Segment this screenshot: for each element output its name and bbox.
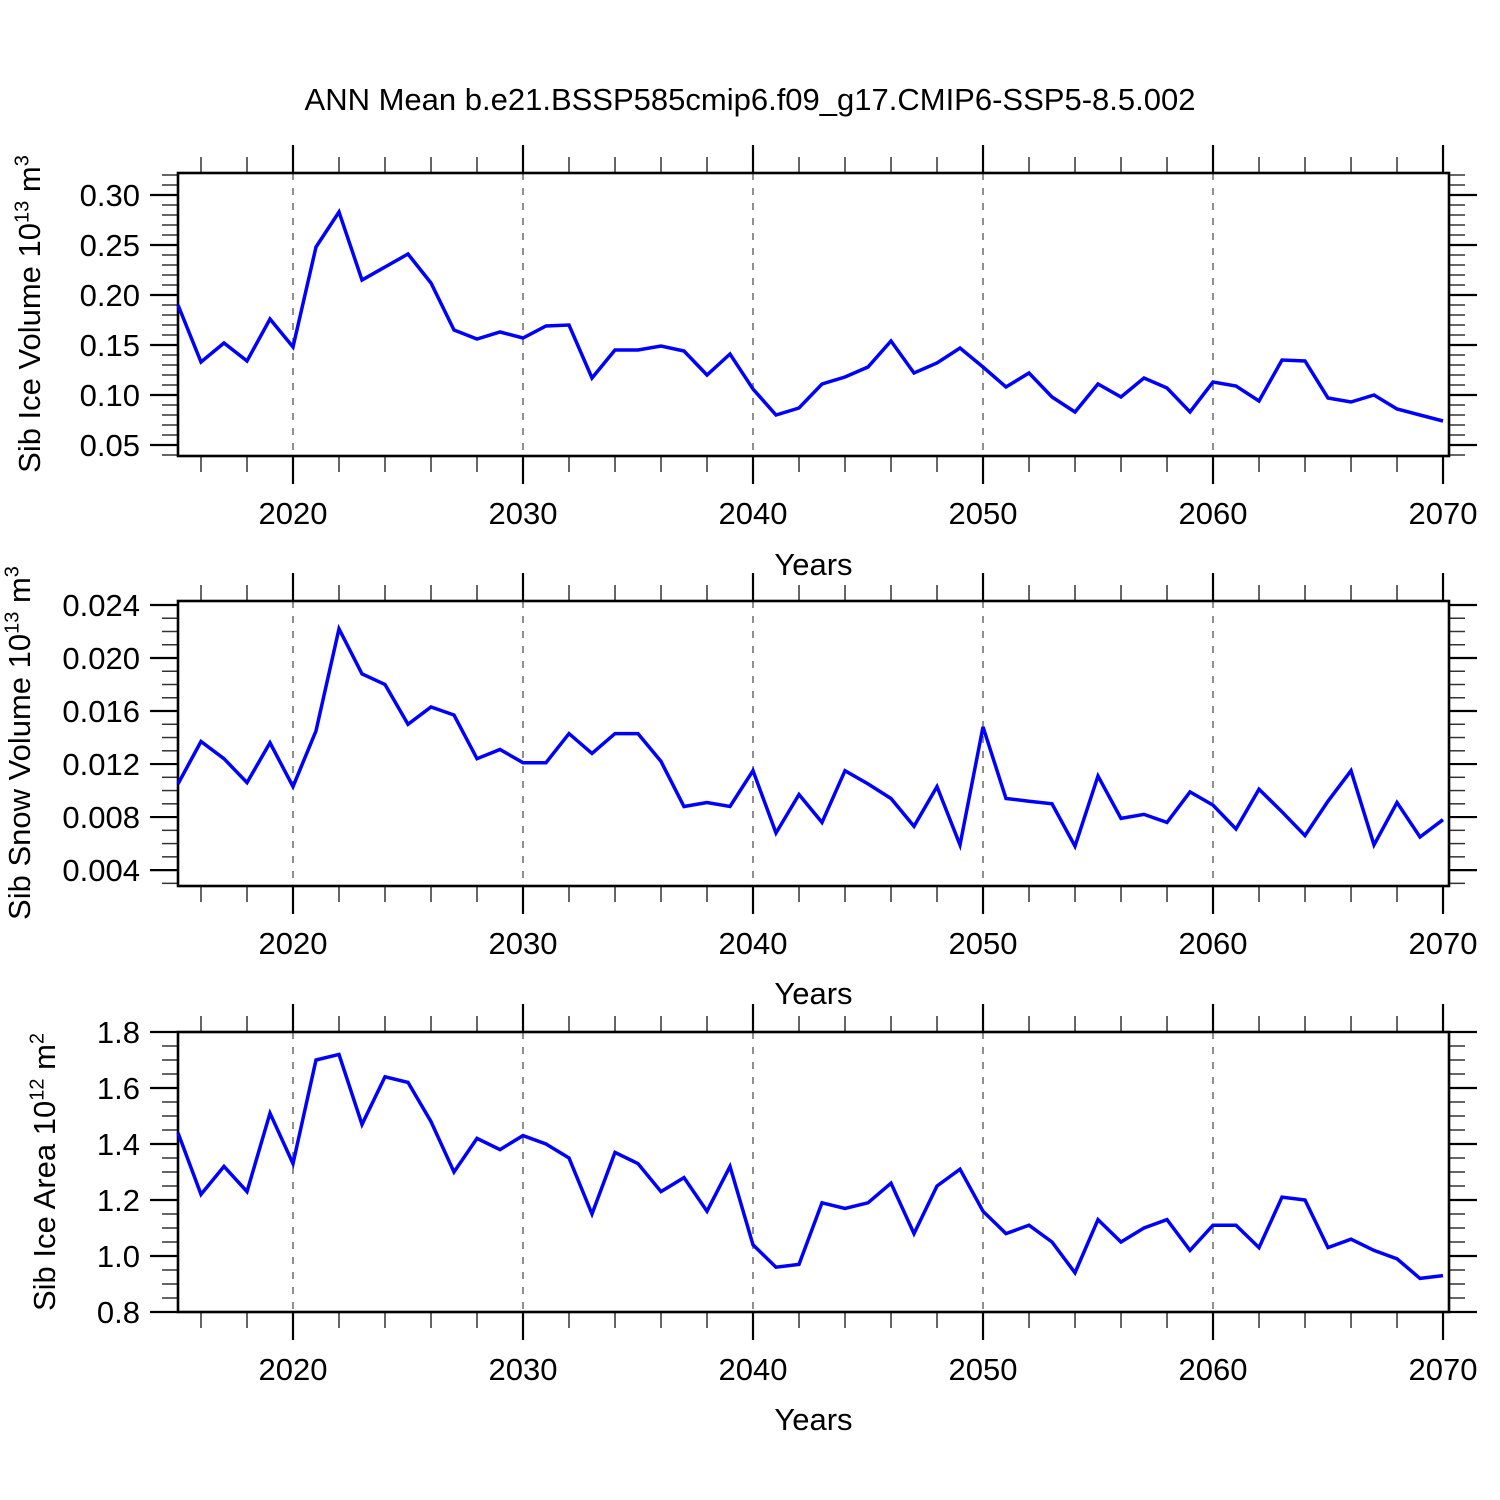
y-axis-label-unit: m bbox=[2, 577, 37, 612]
plot-frame bbox=[176, 1030, 1451, 1314]
x-tick-label: 2060 bbox=[1179, 496, 1248, 531]
y-tick-label: 0.20 bbox=[80, 278, 140, 313]
y-tick-label: 1.2 bbox=[97, 1183, 140, 1218]
sib-ice-volume-line bbox=[176, 208, 1444, 423]
x-axis-label-years-panel1: Years bbox=[774, 547, 853, 582]
x-tick-label: 2060 bbox=[1179, 1352, 1248, 1387]
y-tick-label: 0.004 bbox=[62, 853, 140, 888]
y-tick-label: 1.8 bbox=[97, 1015, 140, 1050]
y-axis-label-unit-exponent: 3 bbox=[11, 155, 34, 167]
panel-sib-snow-volume: 0.004 0.008 0.012 0.016 0.020 0.024 2020 2030 20… bbox=[62, 573, 1478, 961]
x-tick-label: 2060 bbox=[1179, 926, 1248, 961]
x-axis-label-years-panel3: Years bbox=[774, 1402, 853, 1437]
y-tick-label: 0.15 bbox=[80, 328, 140, 363]
y-tick-label: 0.10 bbox=[80, 378, 140, 413]
figure-title: ANN Mean b.e21.BSSP585cmip6.f09_g17.CMIP… bbox=[304, 82, 1196, 117]
y-axis-label-exponent: 13 bbox=[11, 200, 34, 223]
x-tick-label: 2070 bbox=[1409, 496, 1478, 531]
y-tick-label: 1.6 bbox=[97, 1071, 140, 1106]
y-tick-label: 0.8 bbox=[97, 1295, 140, 1330]
y-tick-label: 1.0 bbox=[97, 1239, 140, 1274]
y-tick-label: 0.30 bbox=[80, 178, 140, 213]
plot-frame bbox=[176, 599, 1451, 888]
x-tick-label: 2040 bbox=[719, 496, 788, 531]
x-tick-label: 2040 bbox=[719, 1352, 788, 1387]
panel-sib-ice-volume: 0.05 0.10 0.15 0.20 0.25 0.30 2020 2030 2040 2050… bbox=[80, 145, 1478, 531]
y-tick-label: 0.05 bbox=[80, 428, 140, 463]
y-tick-label: 0.012 bbox=[62, 747, 140, 782]
x-tick-label: 2020 bbox=[259, 1352, 328, 1387]
y-axis-label-text: Sib Ice Area 10 bbox=[27, 1100, 62, 1312]
panel-sib-ice-area: 0.8 1.0 1.2 1.4 1.6 1.8 2020 2030 2040 2050 2060 20… bbox=[97, 1004, 1478, 1387]
plot-frame bbox=[176, 171, 1451, 458]
y-tick-label: 0.024 bbox=[62, 588, 140, 623]
y-tick-label: 0.020 bbox=[62, 641, 140, 676]
x-tick-label: 2050 bbox=[949, 1352, 1018, 1387]
sib-ice-area-line bbox=[176, 1052, 1444, 1281]
y-axis-label-unit: m bbox=[12, 166, 47, 201]
y-axis-label-unit: m bbox=[27, 1044, 62, 1079]
x-tick-label: 2030 bbox=[489, 496, 558, 531]
x-tick-label: 2040 bbox=[719, 926, 788, 961]
x-tick-label: 2030 bbox=[489, 1352, 558, 1387]
y-tick-label: 0.25 bbox=[80, 228, 140, 263]
x-tick-label: 2050 bbox=[949, 926, 1018, 961]
y-axis-label-unit-exponent: 3 bbox=[1, 566, 24, 578]
x-tick-label: 2070 bbox=[1409, 1352, 1478, 1387]
x-tick-label: 2020 bbox=[259, 496, 328, 531]
y-tick-label: 0.016 bbox=[62, 694, 140, 729]
x-tick-label: 2050 bbox=[949, 496, 1018, 531]
y-tick-label: 0.008 bbox=[62, 800, 140, 835]
x-axis-label-years-panel2: Years bbox=[774, 976, 853, 1011]
y-axis-label-exponent: 13 bbox=[1, 611, 24, 634]
y-axis-label-ice-area: Sib Ice Area 1012 m2 bbox=[25, 822, 65, 1500]
x-tick-label: 2020 bbox=[259, 926, 328, 961]
x-tick-label: 2030 bbox=[489, 926, 558, 961]
y-axis-label-unit-exponent: 2 bbox=[26, 1032, 49, 1045]
sib-snow-volume-line bbox=[176, 623, 1445, 852]
y-tick-label: 1.4 bbox=[97, 1127, 140, 1162]
x-tick-label: 2070 bbox=[1409, 926, 1478, 961]
y-axis-label-exponent: 12 bbox=[26, 1078, 49, 1101]
